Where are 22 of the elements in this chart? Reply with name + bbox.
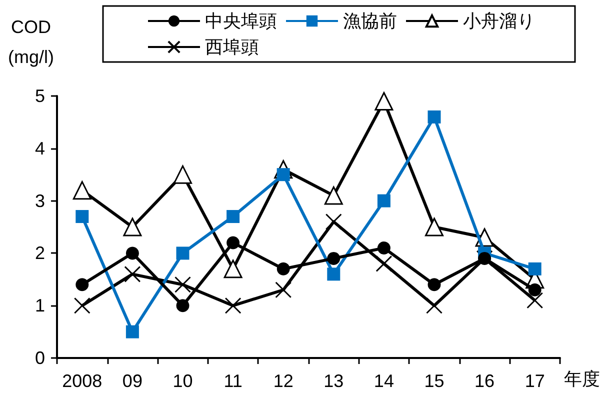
x-tick-label: 2008: [62, 371, 102, 391]
legend-label: 西埠頭: [205, 37, 259, 57]
y-tick-label: 4: [34, 138, 45, 158]
y-axis-title: COD (mg/l): [8, 17, 54, 67]
x-axis-title: 年度: [564, 369, 600, 389]
x-tick-label: 09: [122, 371, 142, 391]
x-tick-label: 10: [172, 371, 193, 391]
x-tick-label: 12: [273, 371, 294, 391]
legend-label: 中央埠頭: [205, 11, 277, 31]
x-tick-label: 17: [524, 371, 545, 391]
x-tick-label: 11: [224, 371, 242, 391]
y-tick-label: 5: [34, 86, 45, 106]
y-tick-label: 0: [34, 348, 45, 368]
x-tick-label: 14: [374, 371, 394, 391]
y-tick-label: 3: [34, 190, 45, 211]
y-tick-label: 1: [34, 296, 45, 316]
x-tick-label: 13: [324, 371, 344, 391]
y-tick-label: 2: [34, 243, 45, 264]
legend-label: 小舟溜り: [463, 11, 535, 31]
x-tick-label: 15: [424, 371, 444, 391]
legend-label: 漁協前: [343, 11, 397, 31]
x-tick-label: 16: [474, 371, 495, 391]
